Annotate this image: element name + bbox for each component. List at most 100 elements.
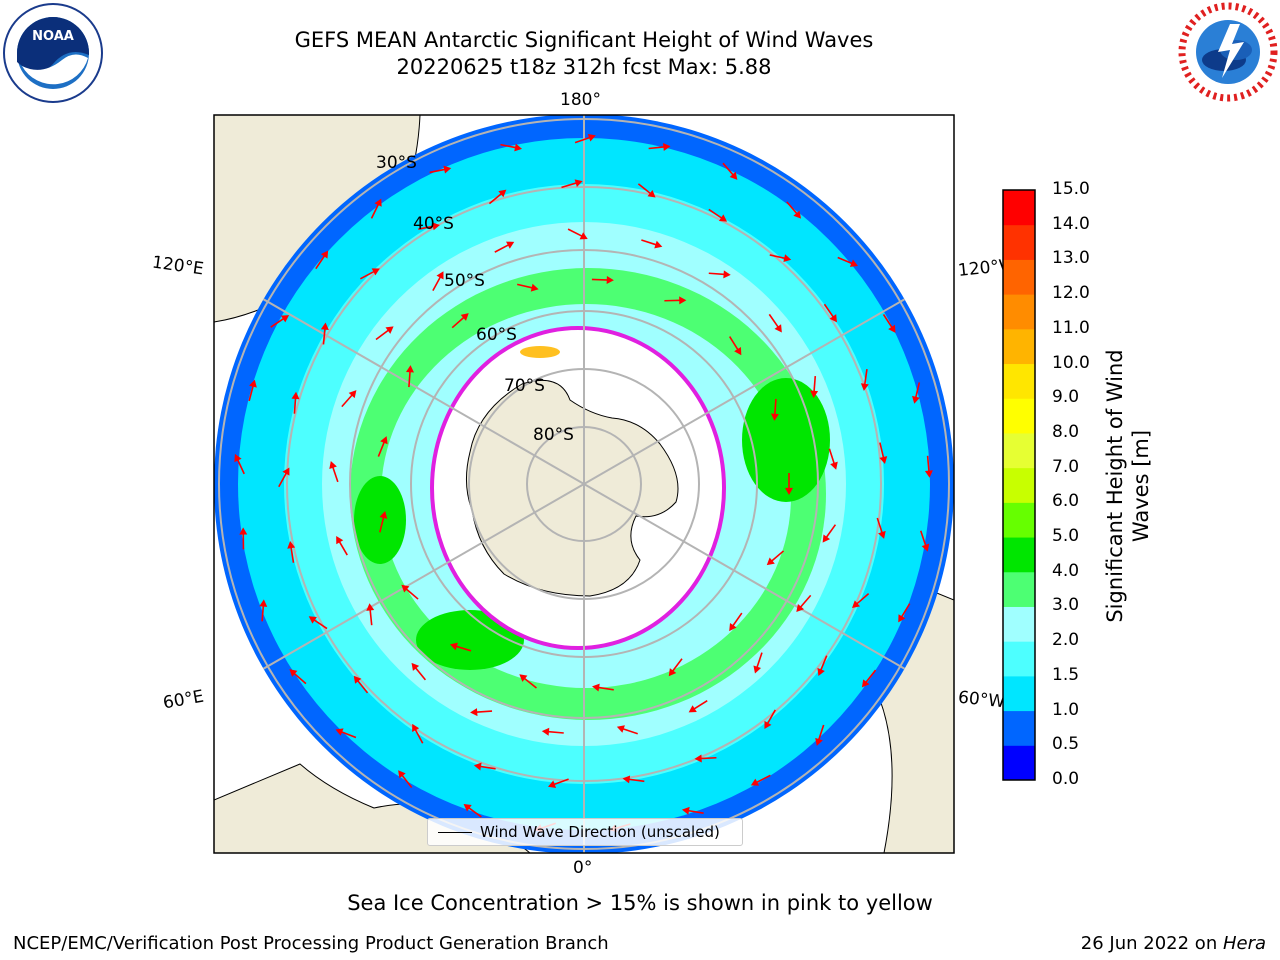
wave-arrow-head bbox=[259, 599, 268, 607]
wave-arrow-shaft bbox=[627, 778, 645, 783]
wave-arrow-shaft bbox=[823, 303, 835, 319]
wave-arrow-head bbox=[449, 642, 458, 651]
wave-arrow-head bbox=[385, 326, 394, 334]
colorbar-segment bbox=[1003, 641, 1035, 677]
wave-arrow-shaft bbox=[516, 283, 534, 289]
wave-arrow-head bbox=[606, 276, 614, 285]
colorbar-tick-label: 10.0 bbox=[1052, 352, 1090, 373]
wave-arrow-shaft bbox=[687, 809, 704, 814]
wave-arrow-head bbox=[432, 222, 440, 231]
wave-arrow-shaft bbox=[648, 146, 666, 150]
wave-arrow-head bbox=[898, 614, 906, 623]
wave-arrow-head bbox=[498, 189, 507, 198]
chart-title: GEFS MEAN Antarctic Significant Height o… bbox=[294, 28, 874, 52]
wind-wave-arrows bbox=[234, 133, 933, 833]
legend-label: Wind Wave Direction (unscaled) bbox=[480, 823, 720, 841]
wave-arrow-shaft bbox=[340, 730, 357, 739]
wave-arrow-shaft bbox=[341, 393, 354, 408]
wave-arrow-head bbox=[912, 395, 920, 404]
wave-arrow-head bbox=[353, 675, 362, 684]
wave-arrow-head bbox=[329, 460, 337, 470]
colorbar-segment bbox=[1003, 432, 1035, 469]
wave-arrow-shaft bbox=[692, 699, 708, 711]
wave-arrow-head bbox=[729, 171, 738, 180]
wave-arrow-shaft bbox=[567, 228, 584, 238]
wave-arrow-shaft bbox=[418, 225, 435, 230]
wave-arrow-head bbox=[287, 541, 296, 549]
wave-arrow-shaft bbox=[882, 314, 894, 329]
lat-label-60s: 60°S bbox=[476, 325, 517, 345]
colorbar-tick-label: 5.0 bbox=[1052, 526, 1080, 547]
wave-arrow-shaft bbox=[773, 398, 777, 416]
wave-arrow-head bbox=[320, 250, 329, 259]
wave-arrow-head bbox=[374, 198, 382, 207]
wave-arrow-shaft bbox=[864, 669, 877, 684]
wave-arrow-head bbox=[308, 616, 317, 624]
wave-arrow-shaft bbox=[813, 375, 817, 393]
wave-arrow-shaft bbox=[488, 192, 503, 205]
colorbar-segment bbox=[1003, 363, 1035, 399]
wave-arrow-head bbox=[734, 347, 742, 356]
wave-arrow-head bbox=[592, 683, 600, 692]
colorbar-tick-label: 8.0 bbox=[1052, 421, 1080, 442]
wave-arrow-shaft bbox=[621, 727, 638, 735]
wave-arrow-shaft bbox=[451, 316, 466, 329]
wave-arrow-head bbox=[234, 453, 242, 463]
colorbar bbox=[1002, 189, 1036, 781]
wave-arrow-head bbox=[371, 268, 380, 276]
wave-arrow-shaft bbox=[914, 382, 921, 399]
wave-arrow-shaft bbox=[786, 201, 799, 215]
sea-ice-note: Sea Ice Concentration > 15% is shown in … bbox=[347, 891, 933, 915]
colorbar-tick-label: 11.0 bbox=[1052, 317, 1090, 338]
colorbar-tick-label: 3.0 bbox=[1052, 595, 1080, 616]
colorbar-segment bbox=[1003, 294, 1035, 330]
wave-arrow-head bbox=[681, 806, 690, 815]
wave-arrow-shaft bbox=[312, 618, 328, 630]
colorbar-segment bbox=[1003, 710, 1035, 746]
wave-arrow-head bbox=[473, 762, 482, 771]
colorbar-segment bbox=[1003, 675, 1035, 712]
wave-arrow-shaft bbox=[414, 728, 424, 744]
wave-arrow-shaft bbox=[597, 686, 614, 691]
wave-arrow-shaft bbox=[769, 254, 787, 260]
wave-arrow-head bbox=[336, 536, 344, 545]
lon-label-180: 180° bbox=[560, 90, 601, 110]
wave-arrow-shaft bbox=[356, 679, 369, 694]
lat-label-30s: 30°S bbox=[376, 153, 417, 173]
lat-label-80s: 80°S bbox=[533, 425, 574, 445]
wave-arrow-shaft bbox=[270, 317, 285, 328]
colorbar-segment bbox=[1003, 745, 1035, 781]
lat-label-40s: 40°S bbox=[413, 214, 454, 234]
wave-arrow-head bbox=[879, 456, 888, 464]
wave-arrow-shaft bbox=[432, 275, 442, 291]
wave-arrow-shaft bbox=[290, 546, 295, 563]
wave-arrow-head bbox=[860, 383, 869, 391]
wave-arrow-shaft bbox=[799, 594, 812, 609]
wave-arrow-shaft bbox=[919, 530, 927, 547]
wave-arrow-head bbox=[506, 241, 515, 249]
wave-arrow-head bbox=[379, 510, 388, 519]
wave-arrow-shaft bbox=[876, 517, 884, 534]
wave-arrow-head bbox=[587, 133, 596, 142]
wave-arrow-head bbox=[436, 271, 444, 280]
wave-arrow-head bbox=[239, 527, 248, 535]
noaa-logo: NOAA bbox=[3, 3, 103, 103]
wave-arrow-head bbox=[519, 674, 528, 682]
colorbar-segment bbox=[1003, 571, 1035, 607]
footer-machine: Hera bbox=[1222, 933, 1266, 954]
wave-arrow-shaft bbox=[331, 465, 339, 483]
wave-arrow-head bbox=[830, 461, 838, 470]
wave-arrow-head bbox=[796, 603, 804, 613]
wave-arrow-shaft bbox=[574, 136, 591, 144]
wave-arrow-shaft bbox=[369, 608, 373, 626]
wave-arrow-head bbox=[647, 189, 656, 198]
wave-arrow-shaft bbox=[722, 162, 735, 177]
wave-arrow-head bbox=[829, 314, 837, 323]
wave-arrow-head bbox=[412, 723, 420, 733]
wave-arrow-head bbox=[718, 214, 728, 222]
wave-arrow-shaft bbox=[561, 181, 578, 189]
colorbar-tick-label: 4.0 bbox=[1052, 560, 1080, 581]
wave-arrow-shaft bbox=[825, 524, 837, 539]
wave-arrow-shaft bbox=[755, 652, 763, 669]
wave-arrow-head bbox=[924, 470, 933, 478]
